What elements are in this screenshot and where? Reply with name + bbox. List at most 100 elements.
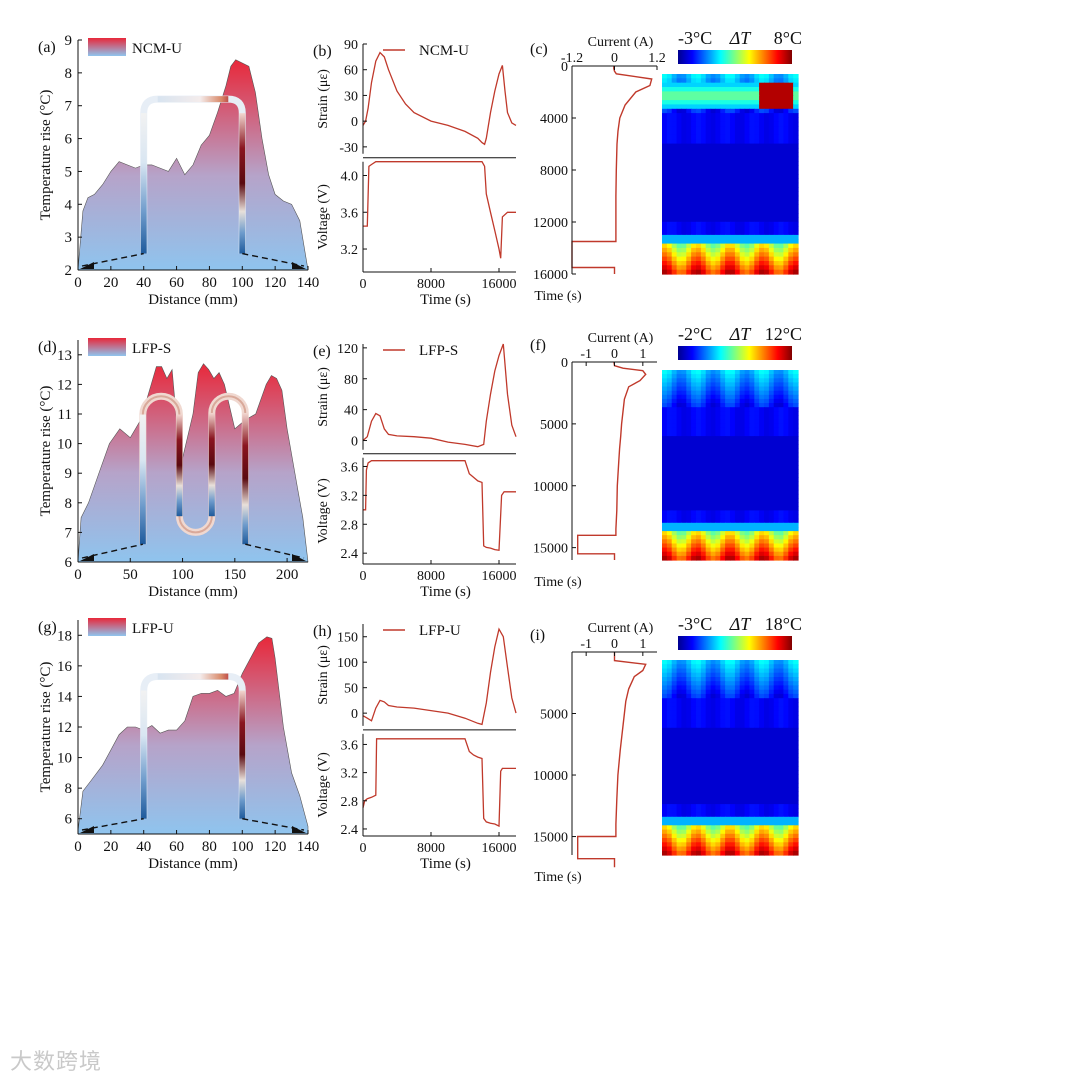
heatmap-cell	[778, 493, 785, 499]
heatmap-cell	[691, 230, 697, 236]
voltage-y-tick-label: 3.2	[341, 489, 359, 504]
heatmap-cell	[710, 757, 717, 763]
heatmap-cell	[671, 732, 678, 737]
heatmap-cell	[793, 795, 799, 801]
heatmap-cell	[681, 489, 687, 495]
heatmap-cell	[778, 456, 785, 462]
time-tick-label: 0	[561, 356, 568, 371]
heatmap-cell	[764, 677, 770, 682]
heatmap-cell	[710, 139, 717, 145]
heatmap-cell	[686, 91, 692, 97]
heatmap-cell	[778, 121, 785, 127]
heatmap-cell	[686, 698, 692, 703]
y-tick-label: 14	[57, 689, 73, 705]
heatmap-cell	[676, 527, 683, 532]
heatmap-cell	[676, 230, 683, 236]
heatmap-cell	[749, 838, 755, 843]
heatmap-cell	[759, 740, 765, 746]
current-tick-label: -1.2	[561, 51, 583, 66]
heatmap-cell	[744, 664, 751, 669]
heatmap-cell	[666, 522, 673, 528]
heatmap-cell	[671, 182, 678, 188]
heatmap-cell	[778, 100, 785, 105]
heatmap-cell	[696, 791, 702, 797]
heatmap-cell	[778, 139, 785, 145]
heatmap-cell	[696, 398, 702, 404]
heatmap-cell	[686, 551, 692, 557]
heatmap-cell	[739, 514, 746, 520]
heatmap-cell	[754, 744, 760, 750]
heatmap-cell	[691, 226, 697, 232]
heatmap-cell	[749, 390, 755, 396]
heatmap-cell	[788, 95, 794, 101]
heatmap-cell	[725, 531, 731, 536]
heatmap-cell	[739, 749, 746, 754]
heatmap-cell	[764, 702, 770, 708]
heatmap-cell	[676, 749, 683, 754]
heatmap-cell	[744, 74, 751, 79]
heatmap-cell	[773, 527, 780, 532]
heatmap-cell	[749, 91, 755, 97]
heatmap-cell	[744, 761, 751, 767]
heatmap-cell	[715, 689, 721, 695]
heatmap-cell	[778, 778, 785, 784]
heatmap-cell	[783, 727, 789, 733]
heatmap-cell	[676, 213, 683, 218]
heatmap-cell	[793, 370, 799, 375]
heatmap-cell	[783, 74, 789, 79]
heatmap-cell	[671, 195, 678, 201]
heatmap-cell	[744, 744, 751, 750]
heatmap-cell	[681, 121, 687, 127]
heatmap-cell	[778, 104, 785, 110]
heatmap-cell	[696, 539, 702, 544]
heatmap-cell	[662, 217, 668, 223]
heatmap-cell	[700, 816, 707, 822]
heatmap-cell	[749, 489, 755, 495]
heatmap-cell	[749, 782, 755, 788]
heatmap-cell	[705, 555, 712, 561]
heatmap-cell	[749, 829, 755, 835]
heatmap-cell	[744, 770, 751, 775]
heatmap-cell	[730, 681, 736, 686]
heatmap-cell	[666, 74, 673, 79]
heatmap-cell	[705, 791, 712, 797]
heatmap-cell	[759, 477, 765, 483]
heatmap-cell	[744, 256, 751, 262]
heatmap-cell	[730, 440, 736, 445]
heatmap-cell	[700, 757, 707, 763]
heatmap-cell	[671, 719, 678, 725]
heatmap-cell	[730, 710, 736, 716]
heatmap-cell	[720, 702, 726, 708]
heatmap-cell	[739, 423, 746, 429]
heatmap-cell	[739, 217, 746, 223]
heatmap-cell	[691, 774, 697, 780]
heatmap-cell	[759, 710, 765, 716]
heatmap-cell	[696, 139, 702, 145]
heatmap-cell	[671, 808, 678, 814]
heatmap-cell	[686, 660, 692, 665]
heatmap-cell	[676, 753, 683, 759]
heatmap-cell	[754, 427, 760, 433]
heatmap-cell	[691, 547, 697, 553]
heatmap-cell	[662, 766, 668, 771]
heatmap-cell	[749, 527, 755, 532]
heatmap-cell	[691, 165, 697, 171]
heatmap-cell	[730, 370, 736, 375]
heatmap-cell	[730, 432, 736, 437]
heatmap-cell	[700, 423, 707, 429]
heatmap-cell	[764, 165, 770, 171]
heatmap-cell	[768, 493, 775, 499]
heatmap-cell	[744, 156, 751, 162]
heatmap-cell	[783, 782, 789, 788]
heatmap-cell	[739, 715, 746, 720]
current-tick-label: 1.2	[648, 51, 666, 66]
heatmap-cell	[671, 547, 678, 553]
heatmap-cell	[696, 723, 702, 729]
heatmap-cell	[793, 200, 799, 205]
heatmap-cell	[676, 147, 683, 153]
heatmap-cell	[715, 799, 721, 805]
x-tick-label: 0	[74, 839, 82, 855]
heatmap-cell	[705, 265, 712, 271]
heatmap-cell	[720, 226, 726, 232]
heatmap-cell	[676, 256, 683, 262]
